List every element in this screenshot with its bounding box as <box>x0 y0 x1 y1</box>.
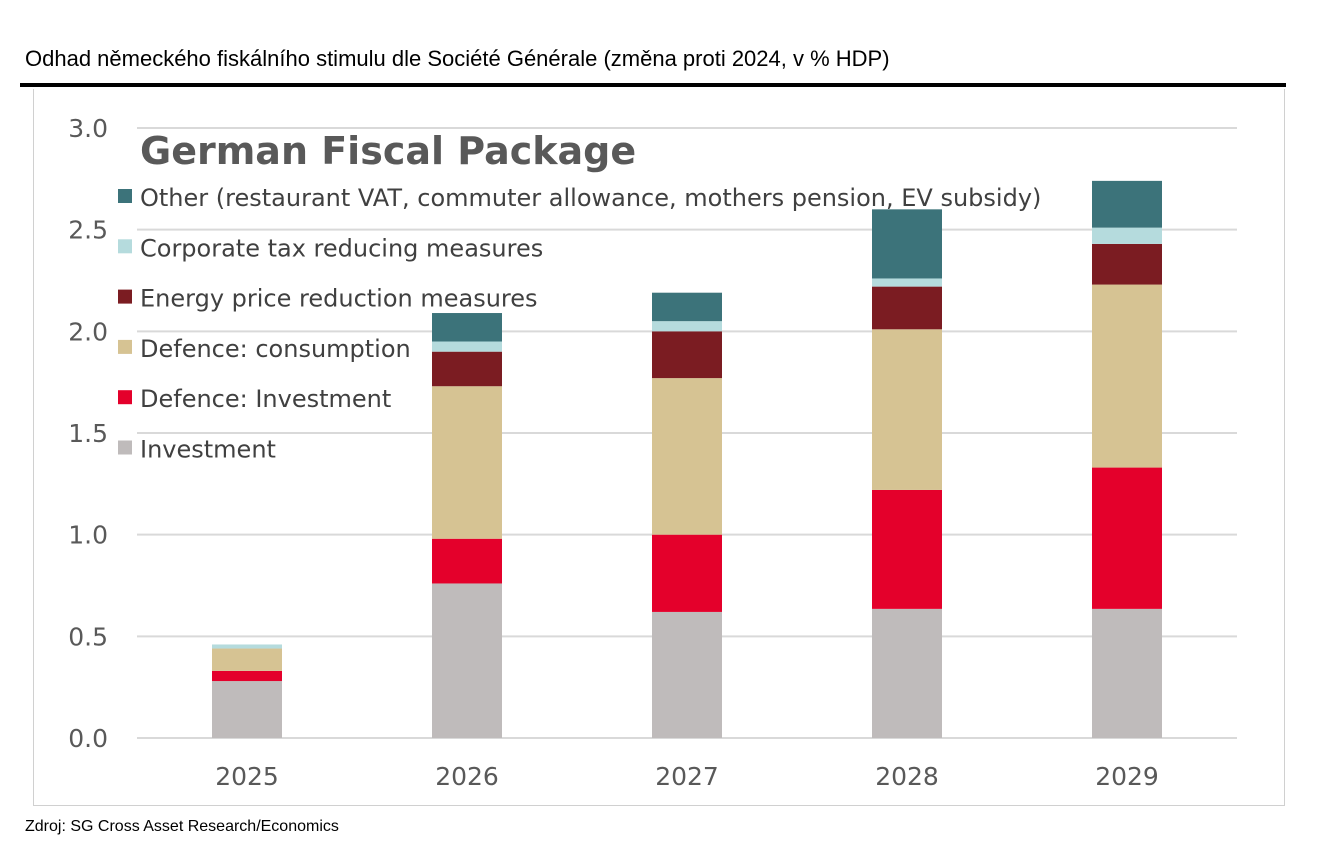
bar-segment <box>652 534 722 612</box>
y-tick-label: 1.0 <box>68 521 108 550</box>
legend-label: Defence: Investment <box>140 385 391 413</box>
bar-segment <box>212 648 282 671</box>
bar-segment <box>872 278 942 287</box>
bar-segment <box>652 321 722 332</box>
legend-label: Other (restaurant VAT, commuter allowanc… <box>140 184 1041 212</box>
x-tick-label: 2026 <box>435 762 499 791</box>
legend-label: Defence: consumption <box>140 335 411 363</box>
legend-swatch <box>118 440 132 455</box>
legend-label: Corporate tax reducing measures <box>140 234 543 262</box>
bar-segment <box>872 489 942 609</box>
legend-label: Energy price reduction measures <box>140 285 538 313</box>
x-tick-label: 2029 <box>1095 762 1159 791</box>
bar-segment <box>1092 227 1162 244</box>
bar-segment <box>1092 284 1162 468</box>
bar-segment <box>872 329 942 490</box>
y-tick-label: 2.5 <box>68 216 108 245</box>
y-tick-label: 3.0 <box>68 114 108 143</box>
bar-segment <box>212 644 282 649</box>
y-tick-label: 0.0 <box>68 724 108 753</box>
bar-segment <box>432 341 502 352</box>
bar-segment <box>432 351 502 387</box>
x-tick-label: 2025 <box>215 762 279 791</box>
legend-swatch <box>118 390 132 405</box>
bar-segment <box>432 583 502 738</box>
bar-segment <box>652 611 722 738</box>
bar-segment <box>432 386 502 539</box>
bar-segment <box>1092 180 1162 228</box>
bar-segment <box>432 313 502 342</box>
bar-segment <box>1092 608 1162 738</box>
bar-segment <box>652 331 722 379</box>
x-tick-label: 2028 <box>875 762 939 791</box>
x-tick-label: 2027 <box>655 762 719 791</box>
y-tick-label: 2.0 <box>68 317 108 346</box>
y-tick-label: 1.5 <box>68 419 108 448</box>
bar-segment <box>872 608 942 738</box>
bar-segment <box>1092 467 1162 609</box>
legend-swatch <box>118 239 132 254</box>
chart-title: German Fiscal Package <box>140 129 636 173</box>
bar-segment <box>1092 243 1162 285</box>
page-header: Odhad německého fiskálního stimulu dle S… <box>25 46 890 71</box>
bar-segment <box>652 292 722 322</box>
bar-segment <box>212 681 282 738</box>
bar-segment <box>652 378 722 535</box>
bar-segment <box>212 670 282 682</box>
y-tick-label: 0.5 <box>68 622 108 651</box>
source-note: Zdroj: SG Cross Asset Research/Economics <box>25 818 339 835</box>
bar-segment <box>432 538 502 584</box>
bar-segment <box>872 209 942 279</box>
chart-frame <box>33 89 1285 806</box>
bar-segment <box>872 286 942 330</box>
header-rule <box>20 83 1286 87</box>
legend-label: Investment <box>140 436 276 464</box>
legend-swatch <box>118 189 132 203</box>
legend-swatch <box>118 289 132 304</box>
legend-swatch <box>118 339 132 354</box>
